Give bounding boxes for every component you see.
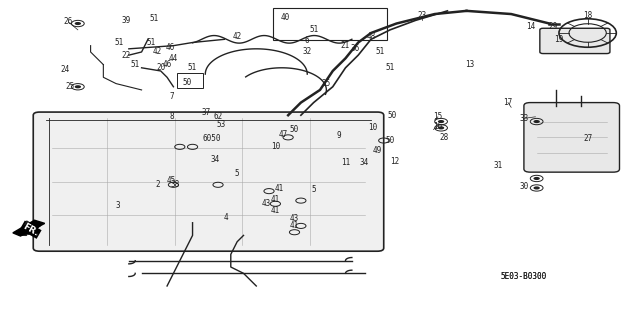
Text: 37: 37 xyxy=(202,108,211,116)
Text: 23: 23 xyxy=(417,11,427,20)
Text: 50: 50 xyxy=(183,78,192,86)
Text: FR.: FR. xyxy=(20,220,42,239)
Text: 51: 51 xyxy=(115,38,124,47)
Text: 13: 13 xyxy=(465,60,474,69)
Text: 41: 41 xyxy=(275,184,284,193)
FancyBboxPatch shape xyxy=(540,28,610,54)
Text: 27: 27 xyxy=(583,134,592,144)
Text: 15: 15 xyxy=(433,112,442,121)
Text: 46: 46 xyxy=(166,43,175,52)
Text: FR.: FR. xyxy=(21,222,40,238)
Text: 5: 5 xyxy=(235,169,239,178)
Text: 62: 62 xyxy=(213,112,223,121)
Text: 6: 6 xyxy=(305,36,310,45)
Text: 26: 26 xyxy=(63,18,73,26)
Text: 17: 17 xyxy=(503,98,513,107)
Polygon shape xyxy=(13,220,45,236)
Text: 43: 43 xyxy=(290,214,299,223)
Text: 32: 32 xyxy=(303,48,312,56)
Text: 10: 10 xyxy=(271,142,280,151)
Text: 50: 50 xyxy=(387,111,397,120)
Text: 6050: 6050 xyxy=(202,134,221,144)
Text: 35: 35 xyxy=(322,79,331,88)
Text: 48: 48 xyxy=(366,32,376,41)
Text: 47: 47 xyxy=(278,130,287,139)
Text: 38: 38 xyxy=(170,180,179,189)
Text: 44: 44 xyxy=(169,54,178,63)
Text: 51: 51 xyxy=(131,60,140,69)
Text: 40: 40 xyxy=(280,13,289,22)
Circle shape xyxy=(438,120,444,123)
Text: 25: 25 xyxy=(65,82,74,91)
Text: 9: 9 xyxy=(337,131,341,140)
Text: 49: 49 xyxy=(372,145,382,154)
Text: 18: 18 xyxy=(583,11,592,20)
Text: 42: 42 xyxy=(153,48,162,56)
Text: 36: 36 xyxy=(351,44,360,53)
Text: 29: 29 xyxy=(548,22,557,31)
Text: 51: 51 xyxy=(376,48,385,56)
Text: 12: 12 xyxy=(390,157,400,166)
Circle shape xyxy=(534,120,540,123)
Text: 8: 8 xyxy=(170,112,175,121)
Text: 14: 14 xyxy=(525,22,535,31)
Text: 5E03-B0300: 5E03-B0300 xyxy=(500,272,547,281)
Text: 50: 50 xyxy=(290,125,299,134)
Circle shape xyxy=(75,85,81,88)
Text: 4: 4 xyxy=(223,212,228,222)
Text: 50: 50 xyxy=(385,136,395,145)
Circle shape xyxy=(75,22,81,25)
Text: 7: 7 xyxy=(170,92,175,101)
Text: 11: 11 xyxy=(341,158,350,167)
Text: 41: 41 xyxy=(290,221,299,230)
Text: 21: 21 xyxy=(341,41,350,50)
Text: 34: 34 xyxy=(360,158,369,167)
Text: 39: 39 xyxy=(121,16,131,25)
Text: 24: 24 xyxy=(61,65,70,74)
Text: 46: 46 xyxy=(163,60,172,69)
Text: 42: 42 xyxy=(232,32,242,41)
Text: 22: 22 xyxy=(121,51,131,60)
Circle shape xyxy=(534,186,540,189)
Text: 31: 31 xyxy=(494,161,503,170)
Text: 51: 51 xyxy=(188,63,197,72)
Text: 30: 30 xyxy=(519,182,529,191)
Text: 19: 19 xyxy=(554,35,564,44)
Circle shape xyxy=(534,177,540,180)
Text: 5E03-B0300: 5E03-B0300 xyxy=(500,272,547,281)
Text: 3: 3 xyxy=(115,201,120,210)
Text: 53: 53 xyxy=(216,120,226,129)
Text: 51: 51 xyxy=(147,38,156,47)
Circle shape xyxy=(438,126,444,130)
FancyBboxPatch shape xyxy=(524,103,620,172)
Text: 43: 43 xyxy=(261,199,271,208)
Text: 41: 41 xyxy=(271,206,280,215)
Text: 28: 28 xyxy=(439,133,448,142)
Text: 33: 33 xyxy=(519,114,529,123)
Text: 5: 5 xyxy=(311,185,316,194)
Text: 10: 10 xyxy=(367,123,377,132)
Text: 51: 51 xyxy=(150,14,159,23)
Text: 51: 51 xyxy=(309,25,318,34)
Text: 45: 45 xyxy=(167,175,176,185)
Text: 41: 41 xyxy=(271,195,280,204)
Text: 20: 20 xyxy=(156,63,165,72)
FancyBboxPatch shape xyxy=(33,112,384,251)
Text: 2: 2 xyxy=(155,180,160,189)
Text: 34: 34 xyxy=(210,155,220,164)
Text: 51: 51 xyxy=(385,63,395,72)
Text: 16: 16 xyxy=(433,122,442,131)
